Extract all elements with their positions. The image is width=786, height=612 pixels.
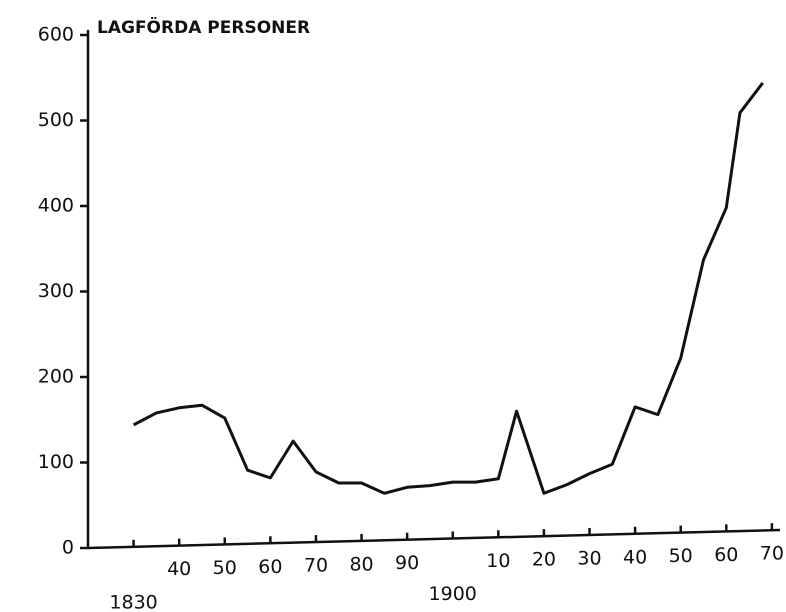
x-tick-label: 20 [532,549,556,571]
data-line [132,81,764,495]
y-tick-label: 100 [38,451,74,473]
x-tick-label: 60 [714,544,738,566]
y-tick-label: 600 [38,24,74,46]
x-tick-label: 50 [213,557,237,579]
y-tick-label: 200 [38,366,74,388]
y-tick-label: 0 [62,537,74,559]
x-tick-label: 1830 [109,591,157,612]
x-tick-label: 40 [623,546,647,568]
chart-title: LAGFÖRDA PERSONER [97,16,310,38]
x-tick-label: 90 [395,552,419,574]
x-tick-label: 50 [669,545,693,567]
y-tick-label: 300 [38,280,74,302]
x-tick-label: 40 [167,558,191,580]
x-tick-label: 10 [486,550,510,572]
x-tick-label: 80 [349,553,373,575]
x-tick-label: 30 [577,547,601,569]
x-tick-label: 1900 [429,583,477,605]
x-tick-label: 70 [304,555,328,577]
x-axis [87,528,781,550]
x-tick-label: 70 [760,543,784,565]
y-tick-label: 500 [38,109,74,131]
x-tick-label: 60 [258,556,282,578]
y-tick-label: 400 [38,195,74,217]
